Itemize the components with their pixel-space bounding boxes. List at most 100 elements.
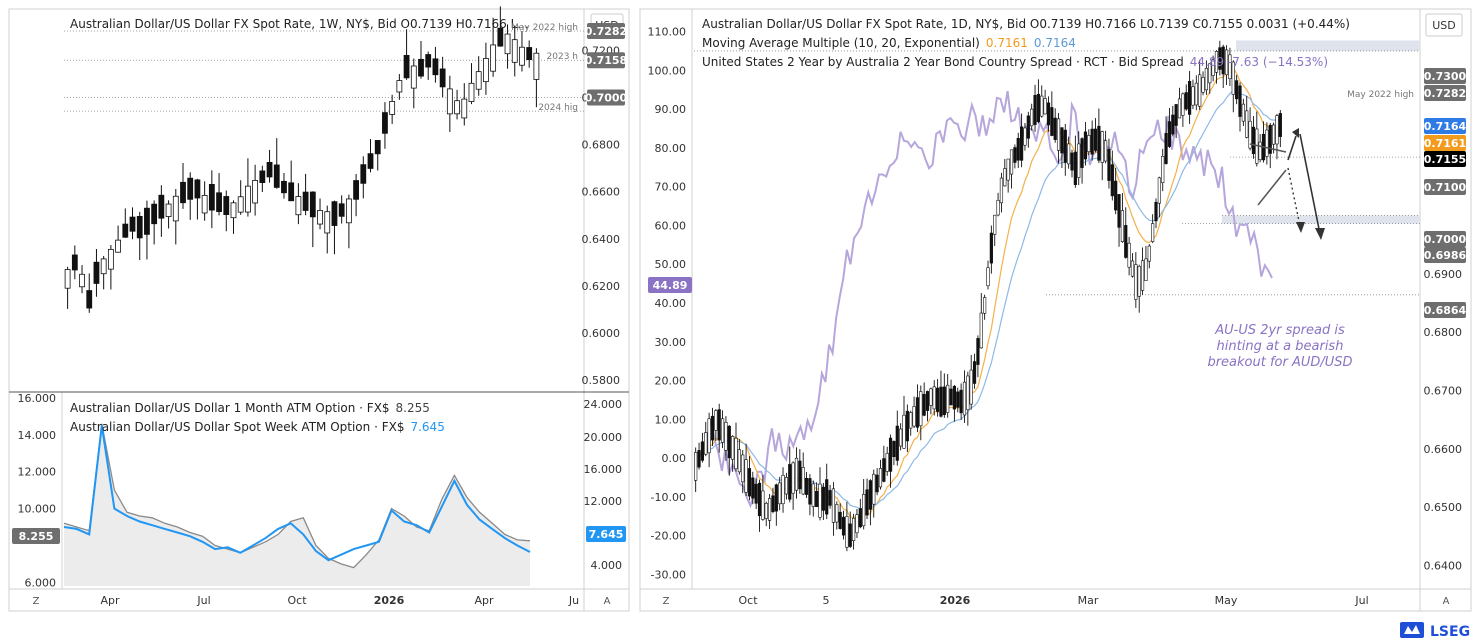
candle-body (1097, 125, 1101, 161)
candle-body (831, 488, 836, 523)
left-auto-button[interactable]: A (604, 596, 611, 607)
candle-body (915, 397, 920, 428)
candle-body (345, 198, 352, 224)
volatility-plot (63, 423, 531, 586)
candle-body (1006, 158, 1010, 181)
candle-body (798, 460, 802, 490)
candle-body (1063, 129, 1067, 163)
candle-body (1087, 135, 1091, 152)
candle-body (1184, 92, 1188, 110)
candle-body (862, 493, 866, 527)
price-pill (1424, 231, 1466, 247)
candle-body (1275, 115, 1279, 145)
candle-body (1114, 180, 1118, 211)
candle-body (983, 297, 987, 314)
candle-body (201, 195, 208, 214)
candle-body (418, 58, 424, 77)
candle-body (194, 179, 201, 199)
candle-body (976, 338, 980, 365)
candle-body (1003, 168, 1007, 187)
price-tick: 0.6600 (1424, 443, 1463, 456)
candle-body (851, 517, 856, 541)
left-x-tick: Oct (287, 594, 307, 607)
annotation-line-2: hinting at a bearish (1217, 339, 1344, 354)
candle-body (1033, 94, 1037, 125)
candle-body (1238, 85, 1242, 117)
candle-body (774, 484, 778, 512)
candle-body (902, 414, 906, 449)
level-name: 2024 hig (538, 103, 578, 113)
candle-body (1104, 140, 1108, 162)
fall-arrow (1299, 133, 1321, 235)
candle-body (100, 258, 107, 275)
candle-body (804, 477, 809, 495)
level-pill-label: 0.7158 (585, 54, 627, 67)
spread-tick: -30.00 (651, 568, 686, 581)
right-auto-button[interactable]: A (1443, 596, 1450, 607)
candle-body (828, 490, 832, 506)
candle-body (1211, 59, 1215, 76)
candle-body (1120, 210, 1124, 243)
candle-body (1107, 149, 1111, 181)
candle-body (912, 406, 916, 427)
candle-body (432, 58, 439, 76)
vol-left-tick: 12.000 (18, 466, 57, 479)
spread-legend: United States 2 Year by Australia 2 Year… (702, 55, 1328, 69)
candle-body (919, 391, 923, 427)
candle-body (446, 88, 453, 115)
vol-left-pill-label: 8.255 (19, 530, 54, 543)
spread-pill-label: 44.89 (653, 279, 688, 292)
vol-right-pill-label: 7.645 (589, 528, 624, 541)
candle-body (1251, 126, 1256, 155)
candle-body (64, 269, 71, 289)
candle-body (93, 261, 100, 284)
spread-axis: 110.00 100.00 90.00 80.00 70.00 60.00 50.00 40.… (648, 26, 687, 582)
candle-body (771, 495, 775, 512)
candle-body (720, 418, 725, 443)
candle-body (835, 504, 839, 523)
candle-body (899, 428, 903, 447)
candle-body (1235, 80, 1239, 100)
candle-body (825, 479, 829, 515)
candle-body (1245, 110, 1249, 138)
right-price-labels: 0.7300 0.7282 0.7164 0.7161 0.7155 0.7100 0.70… (1424, 68, 1467, 318)
candle-body (1036, 93, 1040, 123)
candle-body (704, 432, 708, 455)
candle-body (1147, 245, 1151, 262)
right-x-tick: Jul (1354, 594, 1368, 607)
candle-body (932, 386, 936, 410)
candle-body (909, 412, 913, 429)
left-x-tick: Apr (474, 594, 494, 607)
level-pill (587, 23, 625, 40)
left-x-tick: Ju (568, 594, 579, 607)
price-pill-label: 0.7155 (1424, 153, 1466, 166)
candle-body (1067, 143, 1071, 165)
candle-body (714, 410, 718, 431)
may-2022-high-label: May 2022 high (1347, 90, 1414, 100)
spread-tick: 110.00 (648, 26, 687, 39)
candle-body (1177, 98, 1182, 119)
candle-body (888, 437, 893, 472)
candle-body (317, 210, 323, 225)
right-zoom-button[interactable]: Z (663, 596, 670, 607)
candle-body (986, 267, 990, 287)
candle-body (1191, 86, 1195, 106)
candle-body (1083, 131, 1088, 160)
left-zoom-button[interactable]: Z (33, 596, 40, 607)
candle-body (230, 202, 237, 219)
candle-body (1214, 51, 1219, 73)
candle-body (1171, 114, 1175, 135)
candle-body (1050, 107, 1054, 136)
right-currency-box[interactable] (1425, 13, 1463, 37)
candle-body (838, 511, 842, 529)
candle-body (1157, 177, 1161, 204)
candle-body (734, 437, 738, 470)
arrow-head-down (1315, 228, 1325, 240)
vol-left-tick: 14.000 (18, 429, 57, 442)
candle-body (848, 523, 852, 547)
candle-body (962, 381, 967, 416)
candle-body (266, 161, 273, 178)
vol-area (64, 423, 530, 586)
vol-legend-1: Australian Dollar/US Dollar 1 Month ATM … (70, 401, 430, 415)
